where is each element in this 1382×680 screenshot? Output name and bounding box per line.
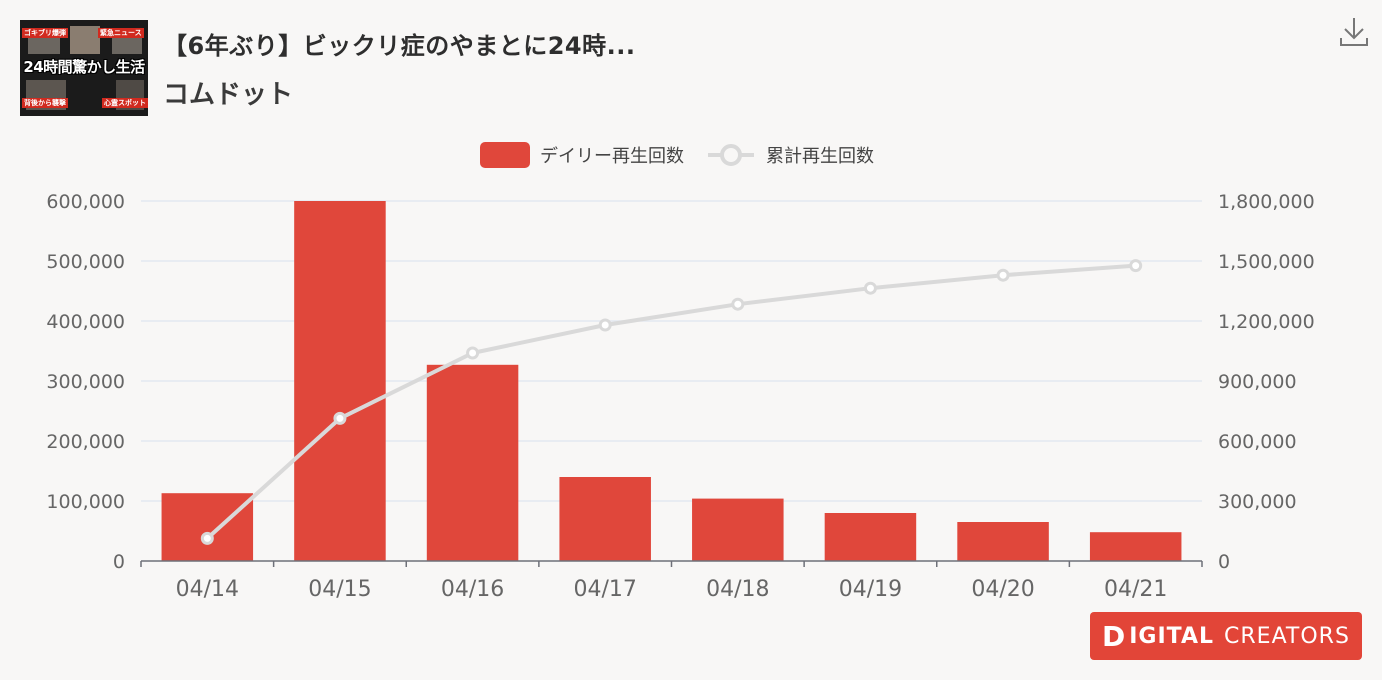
legend-item-cumulative[interactable]: 累計再生回数: [706, 142, 874, 168]
legend-label: デイリー再生回数: [540, 146, 684, 167]
bar: [1089, 532, 1182, 561]
legend-item-daily[interactable]: デイリー再生回数: [480, 142, 684, 168]
line-point: [200, 531, 214, 545]
line-point: [598, 318, 612, 332]
line-point: [466, 346, 480, 360]
y-left-tick-label: 600,000: [46, 191, 125, 213]
video-title[interactable]: 【6年ぶり】ビックリ症のやまとに24時...: [163, 32, 636, 60]
x-tick-label: 04/21: [1104, 577, 1167, 602]
thumbnail-tag: 緊急ニュース: [98, 28, 144, 38]
bar: [559, 477, 651, 561]
bar: [161, 493, 254, 561]
thumbnail-tag: 心霊スポット: [102, 98, 148, 108]
y-right-tick-label: 300,000: [1218, 491, 1297, 513]
bar: [824, 513, 917, 561]
bar: [692, 498, 784, 561]
download-icon[interactable]: [1336, 14, 1372, 50]
thumbnail-caption: 24時間驚かし生活: [23, 58, 145, 76]
thumbnail-tag: ゴキブリ爆弾: [22, 28, 68, 38]
y-right-tick-label: 1,500,000: [1218, 251, 1315, 273]
bar: [957, 522, 1049, 561]
line-series: [205, 263, 1136, 540]
x-tick-label: 04/18: [706, 577, 769, 602]
y-left-tick-label: 200,000: [46, 431, 125, 453]
y-left-tick-label: 300,000: [46, 371, 125, 393]
thumbnail-photo: [70, 26, 100, 54]
thumbnail-tag: 背後から襲撃: [22, 98, 68, 108]
legend-label: 累計再生回数: [766, 146, 874, 167]
y-right-tick-label: 600,000: [1218, 431, 1297, 453]
line-point: [333, 411, 347, 425]
y-left-tick-label: 100,000: [46, 491, 125, 513]
legend-swatch-bar: [480, 142, 530, 168]
x-tick-label: 04/20: [971, 577, 1034, 602]
brand-logo-letter: D: [1102, 619, 1126, 653]
bar: [294, 201, 386, 561]
y-left-tick-label: 0: [113, 551, 125, 573]
y-right-tick-label: 1,800,000: [1218, 191, 1315, 213]
chart-legend: デイリー再生回数 累計再生回数: [480, 140, 896, 170]
bar: [426, 364, 519, 561]
line-point: [731, 297, 745, 311]
y-right-tick-label: 1,200,000: [1218, 311, 1315, 333]
x-tick-label: 04/15: [308, 577, 371, 602]
line-point: [1129, 259, 1143, 273]
y-left-tick-label: 400,000: [46, 311, 125, 333]
line-point: [863, 281, 877, 295]
y-right-tick-label: 0: [1218, 551, 1230, 573]
y-right-tick-label: 900,000: [1218, 371, 1297, 393]
brand-word: CREATORS: [1224, 623, 1350, 649]
legend-swatch-line: [708, 144, 754, 166]
channel-name[interactable]: コムドット: [163, 80, 294, 110]
line-point: [996, 268, 1010, 282]
x-tick-label: 04/17: [573, 577, 636, 602]
x-tick-label: 04/19: [839, 577, 902, 602]
x-tick-label: 04/14: [176, 577, 239, 602]
digital-creators-badge[interactable]: D IGITAL CREATORS: [1090, 612, 1362, 660]
brand-word: IGITAL: [1129, 623, 1215, 649]
x-tick-label: 04/16: [441, 577, 504, 602]
y-left-tick-label: 500,000: [46, 251, 125, 273]
video-thumbnail[interactable]: ゴキブリ爆弾 緊急ニュース 背後から襲撃 心霊スポット 24時間驚かし生活: [20, 20, 148, 116]
